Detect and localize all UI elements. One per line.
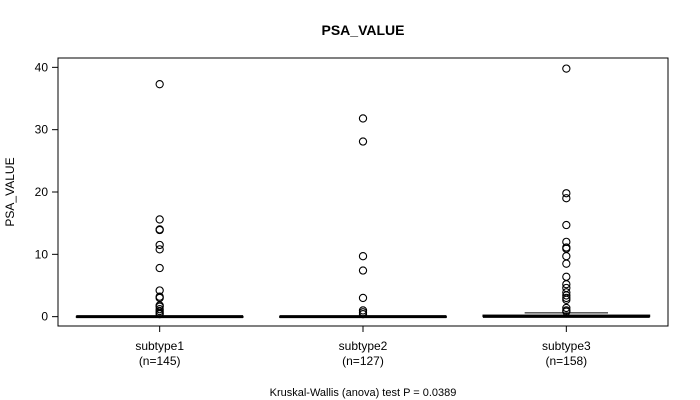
x-tick-label-name: subtype2 bbox=[339, 339, 388, 353]
outlier-point bbox=[155, 80, 164, 89]
test-statistic-footer: Kruskal-Wallis (anova) test P = 0.0389 bbox=[270, 387, 457, 399]
box-group-subtype1: subtype1(n=145) bbox=[75, 80, 244, 368]
x-tick-label-count: (n=127) bbox=[342, 354, 384, 368]
outlier-point bbox=[155, 215, 164, 224]
y-axis: 0 10 20 30 40 bbox=[35, 60, 58, 324]
outlier-point bbox=[155, 310, 164, 319]
x-tick-label-name: subtype3 bbox=[542, 339, 591, 353]
outlier-point bbox=[155, 245, 164, 254]
outlier-point bbox=[358, 114, 368, 123]
y-axis-label: PSA_VALUE bbox=[3, 157, 17, 226]
outlier-point bbox=[562, 220, 571, 230]
outlier-point bbox=[562, 189, 571, 198]
x-tick-label-count: (n=145) bbox=[139, 354, 181, 368]
outlier-point bbox=[562, 252, 571, 261]
box-groups: subtype1(n=145)subtype2(n=127)subtype3(n… bbox=[75, 64, 651, 368]
outlier-point bbox=[562, 291, 571, 300]
outlier-point bbox=[155, 240, 164, 250]
y-tick-label: 30 bbox=[35, 123, 49, 137]
plot-area-frame bbox=[57, 57, 669, 327]
outlier-point bbox=[562, 307, 571, 316]
x-tick-label-count: (n=158) bbox=[545, 354, 587, 368]
outlier-point bbox=[358, 252, 368, 261]
outlier-point bbox=[562, 64, 571, 73]
box-group-subtype3: subtype3(n=158) bbox=[482, 64, 651, 368]
outlier-point bbox=[358, 310, 368, 319]
outlier-point bbox=[562, 295, 571, 304]
outlier-point bbox=[358, 266, 368, 275]
outlier-point bbox=[155, 225, 164, 235]
outlier-point bbox=[562, 303, 571, 313]
chart-title: PSA_VALUE bbox=[322, 22, 405, 38]
outlier-point bbox=[358, 137, 368, 146]
outlier-point bbox=[562, 194, 571, 203]
outlier-point bbox=[155, 263, 164, 273]
outlier-point bbox=[358, 293, 368, 303]
outlier-point bbox=[562, 280, 571, 289]
x-tick-label-name: subtype1 bbox=[135, 339, 184, 353]
y-tick-label: 10 bbox=[35, 247, 49, 261]
outlier-point bbox=[562, 259, 571, 268]
y-tick-label: 40 bbox=[35, 60, 49, 74]
box-group-subtype2: subtype2(n=127) bbox=[279, 114, 447, 368]
y-tick-label: 0 bbox=[41, 310, 48, 324]
outlier-point bbox=[562, 272, 571, 281]
y-tick-label: 20 bbox=[35, 185, 49, 199]
